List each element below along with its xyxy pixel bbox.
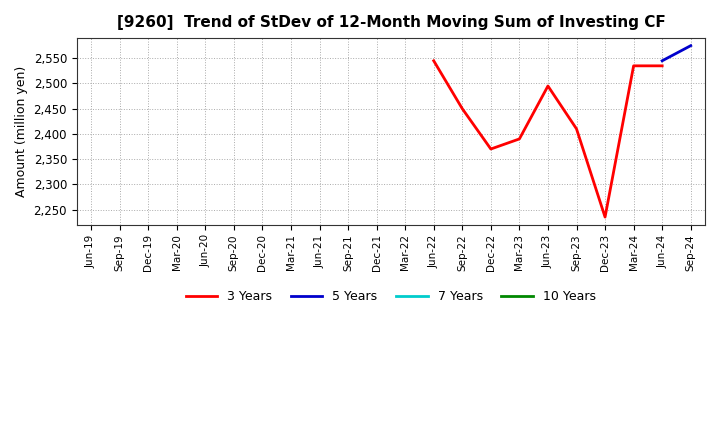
- Y-axis label: Amount (million yen): Amount (million yen): [15, 66, 28, 197]
- Title: [9260]  Trend of StDev of 12-Month Moving Sum of Investing CF: [9260] Trend of StDev of 12-Month Moving…: [117, 15, 665, 30]
- Legend: 3 Years, 5 Years, 7 Years, 10 Years: 3 Years, 5 Years, 7 Years, 10 Years: [181, 285, 600, 308]
